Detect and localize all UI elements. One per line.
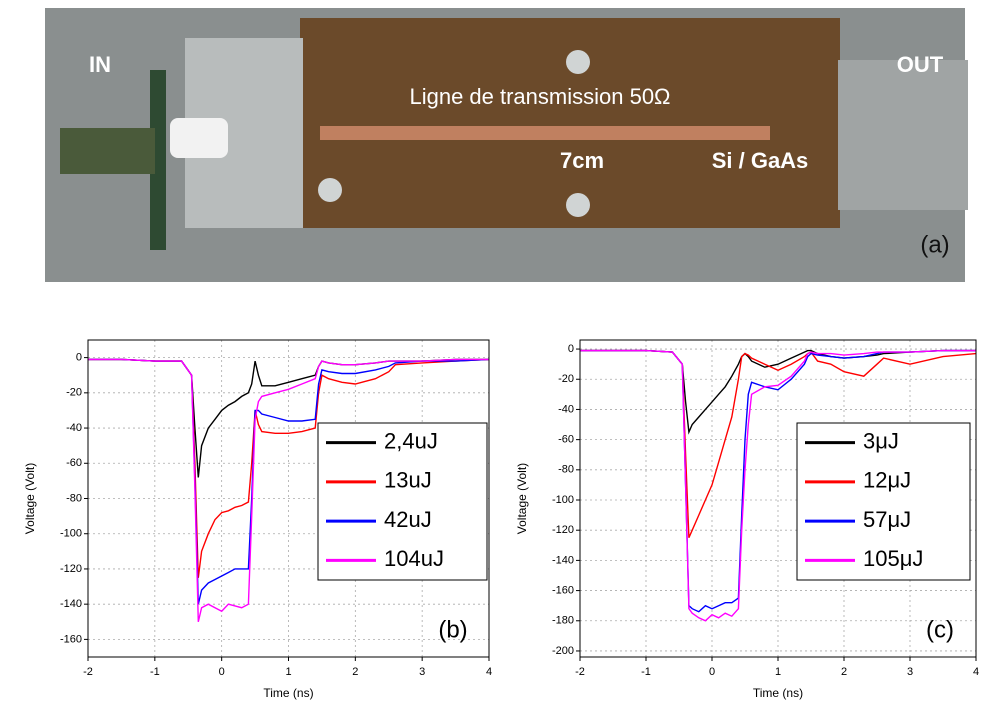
- board: [300, 18, 840, 228]
- plot-frame: [87, 339, 490, 658]
- y-tick-label: -20: [558, 373, 574, 385]
- x-tick-label: 0: [709, 666, 715, 678]
- x-tick-label: -2: [575, 666, 585, 678]
- data-line: [580, 349, 976, 622]
- legend-label: 57μJ: [863, 507, 911, 532]
- y-tick-label: -40: [558, 403, 574, 415]
- legend-label: 13uJ: [384, 468, 432, 493]
- x-tick-label: 1: [285, 666, 291, 678]
- screw: [318, 178, 342, 202]
- screw: [566, 50, 590, 74]
- insulator: [170, 118, 228, 158]
- x-tick-label: 1: [775, 666, 781, 678]
- y-axis-label: Voltage (Volt): [515, 463, 529, 534]
- y-tick-label: -100: [552, 494, 574, 506]
- y-tick-label: -200: [552, 645, 574, 657]
- x-tick-label: 2: [352, 666, 358, 678]
- legend-box: [796, 422, 971, 581]
- y-tick-label: -140: [552, 554, 574, 566]
- y-tick-label: -160: [552, 584, 574, 596]
- y-axis-label: Voltage (Volt): [23, 463, 37, 534]
- microstrip: [320, 126, 770, 140]
- x-tick-label: 2: [841, 666, 847, 678]
- plot-frame: [579, 339, 977, 658]
- y-tick-label: -120: [552, 524, 574, 536]
- x-tick-label: 3: [907, 666, 913, 678]
- legend-label: 42uJ: [384, 507, 432, 532]
- label-switch: Si / GaAs: [712, 148, 809, 173]
- y-tick-label: -180: [552, 615, 574, 627]
- legend-label: 2,4uJ: [384, 428, 438, 453]
- x-tick-label: -2: [83, 666, 93, 678]
- y-tick-label: -120: [60, 563, 82, 575]
- legend-label: 105μJ: [863, 546, 923, 571]
- x-tick-label: 0: [219, 666, 225, 678]
- legend-label: 3μJ: [863, 428, 899, 453]
- y-tick-label: -100: [60, 528, 82, 540]
- x-tick-label: -1: [641, 666, 651, 678]
- x-tick-label: 3: [419, 666, 425, 678]
- x-tick-label: 4: [486, 666, 492, 678]
- panel-label: (b): [438, 616, 467, 643]
- legend-box: [317, 422, 488, 581]
- label-in: IN: [89, 52, 111, 77]
- x-tick-label: -1: [150, 666, 160, 678]
- x-tick-label: 4: [973, 666, 979, 678]
- label-line: Ligne de transmission 50Ω: [409, 84, 670, 109]
- y-tick-label: 0: [568, 343, 574, 355]
- x-axis-label: Time (ns): [753, 686, 803, 700]
- panel-label: (c): [926, 616, 954, 643]
- pcb-in: [150, 70, 166, 250]
- panel-label: (a): [920, 231, 949, 258]
- y-tick-label: -80: [558, 464, 574, 476]
- y-tick-label: -60: [558, 434, 574, 446]
- label-out: OUT: [897, 52, 944, 77]
- photo: IN OUT Ligne de transmission 50Ω 7cm Si …: [45, 8, 968, 282]
- data-line: [580, 349, 977, 538]
- data-line: [88, 358, 489, 622]
- y-tick-label: -40: [66, 422, 82, 434]
- legend-label: 12μJ: [863, 468, 911, 493]
- n-connector: [838, 60, 968, 210]
- y-tick-label: -20: [66, 387, 82, 399]
- label-length: 7cm: [560, 148, 604, 173]
- bnc-connector: [60, 128, 155, 174]
- y-tick-label: -140: [60, 598, 82, 610]
- y-tick-label: -160: [60, 633, 82, 645]
- x-axis-label: Time (ns): [263, 686, 313, 700]
- y-tick-label: -60: [66, 457, 82, 469]
- legend-label: 104uJ: [384, 546, 444, 571]
- y-tick-label: -80: [66, 492, 82, 504]
- screw: [566, 193, 590, 217]
- y-tick-label: 0: [76, 352, 82, 364]
